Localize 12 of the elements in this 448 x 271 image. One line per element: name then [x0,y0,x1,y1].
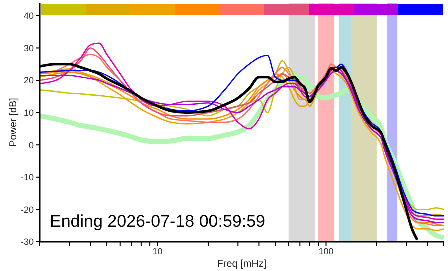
annotation: Ending 2026-07-18 00:59:59 [50,212,266,232]
y-tick-label: -10 [20,172,34,183]
y-tick-label: -30 [20,237,34,248]
y-tick-label: 20 [24,76,34,86]
y-tick-label: 30 [24,43,34,54]
y-tick-label: 10 [24,108,34,118]
x-axis-title: Freq [mHz] [217,259,267,270]
x-tick-label: 100 [318,246,334,256]
y-tick-label: 40 [24,11,34,22]
y-tick-label: -20 [20,204,34,215]
y-axis-title: Power [dB] [8,98,20,147]
y-tick-label: 0 [28,140,34,150]
